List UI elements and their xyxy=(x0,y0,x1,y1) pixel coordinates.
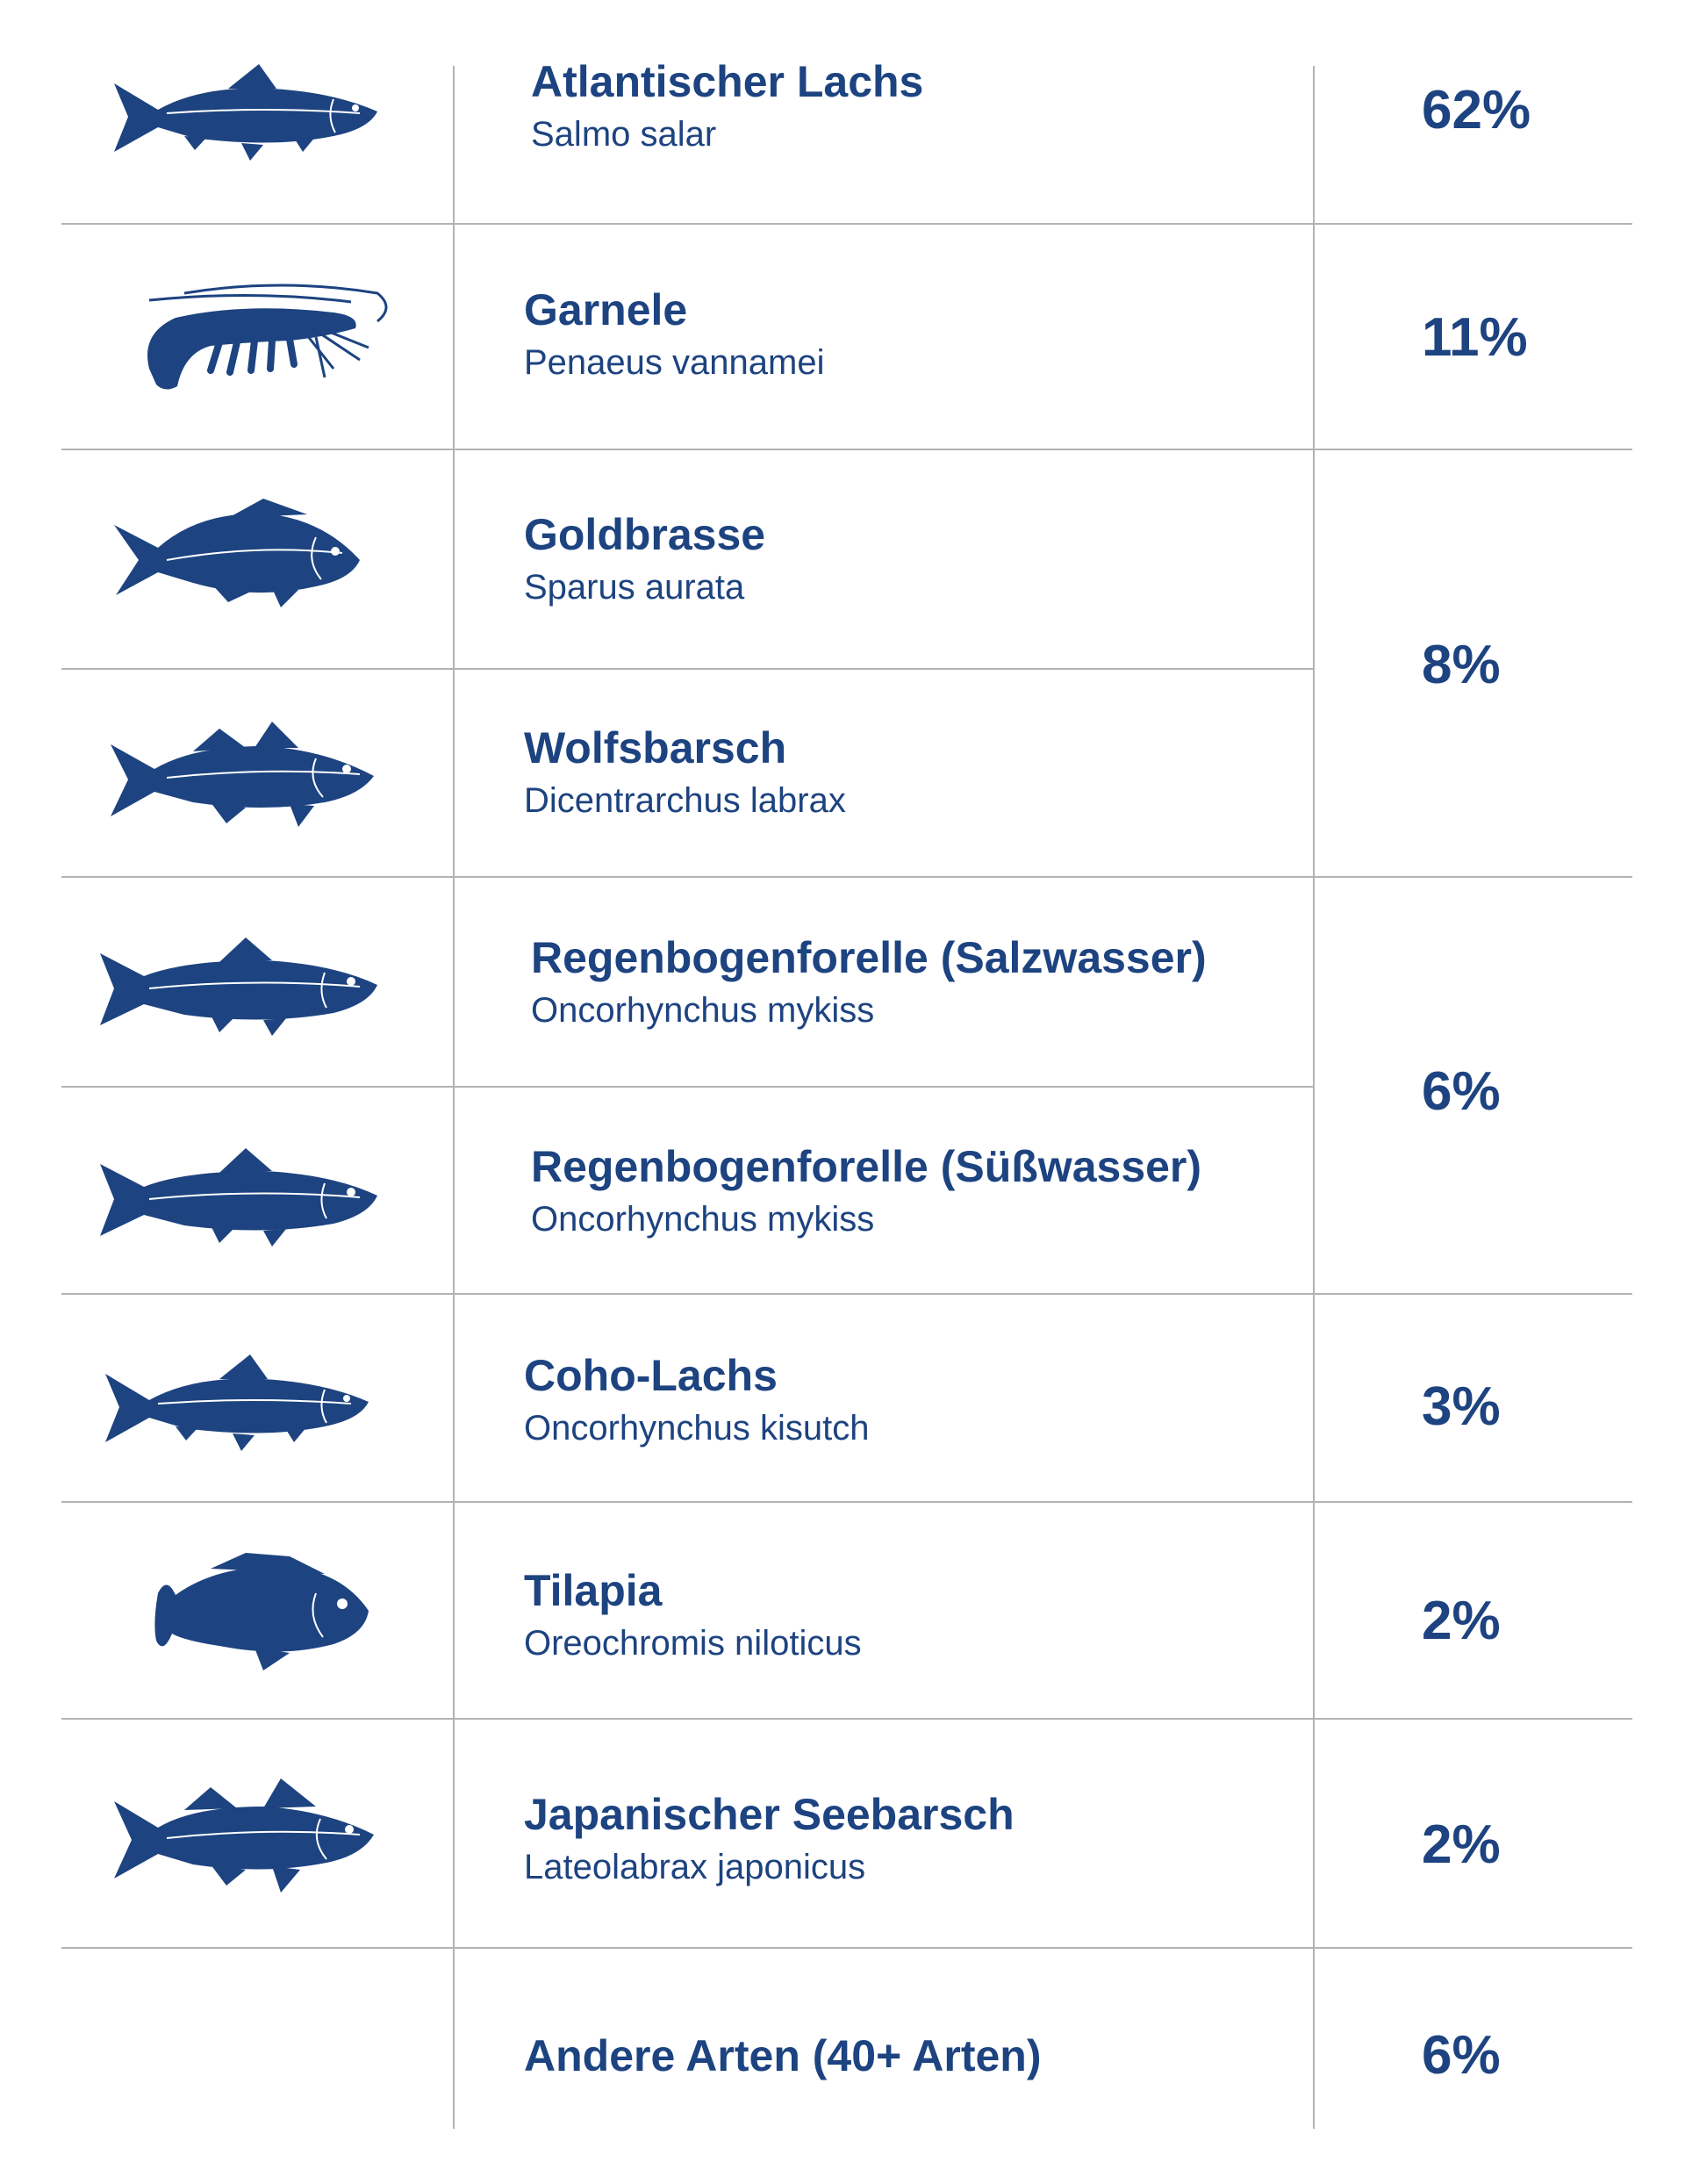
latin-name: Oncorhynchus kisutch xyxy=(524,1409,870,1448)
share-value: 8% xyxy=(1422,635,1501,695)
latin-name: Dicentrarchus labrax xyxy=(524,781,846,820)
salmon-icon xyxy=(97,48,395,180)
rainbow-trout-icon xyxy=(88,922,386,1053)
species-name: Japanischer Seebarsch Lateolabrax japoni… xyxy=(524,1789,1015,1889)
row-divider-partial xyxy=(61,1086,1315,1088)
common-name: Atlantischer Lachs xyxy=(531,57,924,106)
row-divider xyxy=(61,223,1632,225)
share-value: 62% xyxy=(1422,80,1531,140)
shrimp-icon xyxy=(114,272,412,404)
species-name: Wolfsbarsch Dicentrarchus labrax xyxy=(524,722,846,823)
share-value: 6% xyxy=(1422,2025,1501,2086)
latin-name: Lateolabrax japonicus xyxy=(524,1848,866,1886)
share-value: 2% xyxy=(1422,1814,1501,1875)
latin-name: Salmo salar xyxy=(531,115,717,154)
species-name: Tilapia Oreochromis niloticus xyxy=(524,1565,862,1665)
common-name: Wolfsbarsch xyxy=(524,723,787,772)
row-divider xyxy=(61,876,1632,878)
rainbow-trout-icon xyxy=(88,1132,386,1264)
row-divider xyxy=(61,1293,1632,1295)
column-divider-right xyxy=(1313,66,1315,2129)
species-name: Goldbrasse Sparus aurata xyxy=(524,509,765,609)
share-value: 6% xyxy=(1422,1061,1501,1122)
row-divider xyxy=(61,1718,1632,1720)
species-name: Andere Arten (40+ Arten) xyxy=(524,2030,1041,2081)
row-divider xyxy=(61,1947,1632,1949)
species-name: Garnele Penaeus vannamei xyxy=(524,284,824,384)
species-name: Regenbogenforelle (Süßwasser) Oncorhynch… xyxy=(531,1141,1201,1241)
latin-name: Oncorhynchus mykiss xyxy=(531,991,875,1030)
species-name: Coho-Lachs Oncorhynchus kisutch xyxy=(524,1350,870,1450)
sea-bream-icon xyxy=(97,492,395,623)
row-divider-partial xyxy=(61,668,1315,670)
species-name: Atlantischer Lachs Salmo salar xyxy=(531,56,923,156)
latin-name: Sparus aurata xyxy=(524,568,745,607)
coho-salmon-icon xyxy=(88,1339,386,1470)
common-name: Japanischer Seebarsch xyxy=(524,1790,1015,1839)
tilapia-icon xyxy=(114,1549,412,1681)
row-divider xyxy=(61,1501,1632,1503)
common-name: Garnele xyxy=(524,285,688,334)
share-value: 2% xyxy=(1422,1591,1501,1651)
common-name: Tilapia xyxy=(524,1566,663,1615)
column-divider-left xyxy=(453,66,455,2129)
species-name: Regenbogenforelle (Salzwasser) Oncorhync… xyxy=(531,932,1207,1032)
share-value: 3% xyxy=(1422,1376,1501,1437)
sea-bass-icon xyxy=(97,711,395,843)
japanese-seabass-icon xyxy=(97,1773,395,1905)
share-value: 11% xyxy=(1422,307,1528,368)
common-name: Coho-Lachs xyxy=(524,1351,778,1400)
latin-name: Oreochromis niloticus xyxy=(524,1624,862,1663)
common-name: Regenbogenforelle (Salzwasser) xyxy=(531,933,1207,982)
latin-name: Oncorhynchus mykiss xyxy=(531,1200,875,1239)
common-name: Regenbogenforelle (Süßwasser) xyxy=(531,1142,1202,1191)
latin-name: Penaeus vannamei xyxy=(524,343,825,382)
row-divider xyxy=(61,449,1632,450)
common-name: Goldbrasse xyxy=(524,510,766,559)
common-name: Andere Arten (40+ Arten) xyxy=(524,2031,1042,2080)
